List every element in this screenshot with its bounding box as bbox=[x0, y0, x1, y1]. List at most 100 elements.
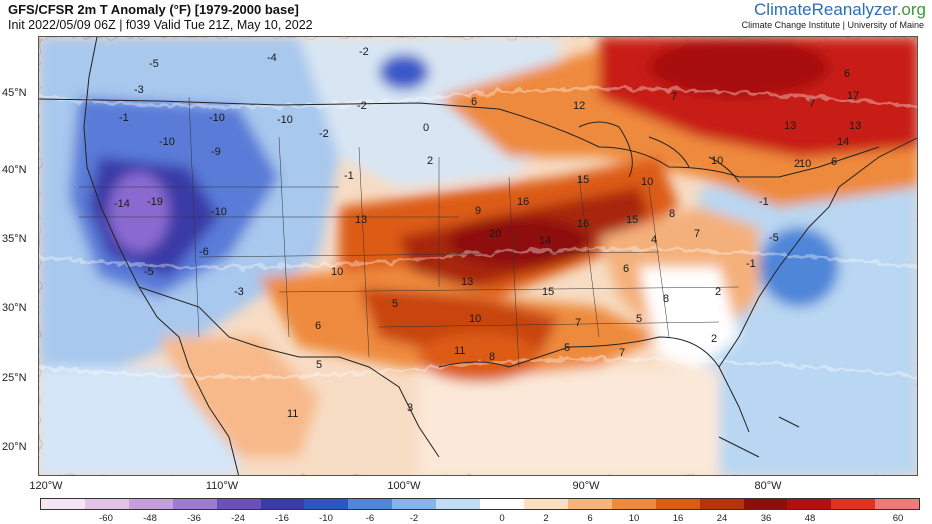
colorbar-tick-label: -24 bbox=[231, 513, 245, 524]
colorbar-tick-label: 16 bbox=[672, 513, 684, 524]
map-value-label: 15 bbox=[542, 286, 554, 298]
colorbar bbox=[40, 498, 920, 510]
map-value-label: -2 bbox=[319, 128, 329, 140]
map-value-label: -2 bbox=[359, 46, 369, 58]
colorbar-tick-label: -6 bbox=[365, 513, 375, 524]
colorbar-swatch bbox=[831, 499, 876, 509]
map-value-label: 3 bbox=[407, 402, 413, 414]
map-value-label: 16 bbox=[517, 196, 529, 208]
lon-label-90: 90°W bbox=[572, 480, 600, 492]
header: GFS/CFSR 2m T Anomaly (°F) [1979-2000 ba… bbox=[0, 0, 932, 36]
map-value-label: -5 bbox=[769, 232, 779, 244]
colorbar-swatch bbox=[743, 499, 788, 509]
map-value-label: 13 bbox=[461, 276, 473, 288]
map-value-label: 11 bbox=[287, 408, 298, 420]
map-value-label: -1 bbox=[119, 112, 129, 124]
lon-label-80: 80°W bbox=[754, 480, 782, 492]
colorbar-swatch bbox=[699, 499, 744, 509]
lat-label-40: 40°N bbox=[2, 164, 27, 176]
map-value-label: 6 bbox=[623, 263, 629, 275]
map-subtitle: Init 2022/05/09 06Z | f039 Valid Tue 21Z… bbox=[8, 18, 313, 32]
lat-label-20: 20°N bbox=[2, 441, 27, 453]
brand-affiliation: Climate Change Institute | University of… bbox=[741, 20, 924, 30]
colorbar-tick-label: 0 bbox=[499, 513, 505, 524]
lat-label-35: 35°N bbox=[2, 233, 27, 245]
lat-label-30: 30°N bbox=[2, 302, 27, 314]
lat-label-45: 45°N bbox=[2, 87, 27, 99]
great-lakes-border bbox=[498, 108, 880, 178]
map-value-label: 16 bbox=[577, 218, 589, 230]
map-value-label: -9 bbox=[211, 146, 221, 158]
map-value-label: -10 bbox=[277, 114, 293, 126]
map-value-label: 11 bbox=[454, 345, 465, 357]
brand-logo[interactable]: ClimateReanalyzer.org bbox=[754, 0, 926, 20]
map-title: GFS/CFSR 2m T Anomaly (°F) [1979-2000 ba… bbox=[8, 2, 299, 17]
lon-label-100: 100°W bbox=[387, 480, 421, 492]
map-value-label: 7 bbox=[694, 228, 700, 240]
colorbar-swatch bbox=[41, 499, 85, 509]
atlantic-coastline bbox=[718, 137, 917, 368]
map-value-label: 8 bbox=[669, 208, 675, 220]
lat-label-25: 25°N bbox=[2, 372, 27, 384]
colorbar-swatch bbox=[392, 499, 437, 509]
colorbar-tick-label: -48 bbox=[143, 513, 157, 524]
boundaries bbox=[39, 37, 917, 475]
map-value-label: 10 bbox=[641, 176, 653, 188]
map-value-label: -2 bbox=[357, 100, 367, 112]
map-value-label: 8 bbox=[489, 351, 495, 363]
map-canvas: -4 -2-5-3-1 -10 -10-9-10-14 -19-10-6-5-3-2-2… bbox=[39, 37, 917, 475]
map-value-labels: -4 -2-5-3-1 -10 -10-9-10-14 -19-10-6-5-3-2-2… bbox=[114, 46, 861, 420]
map-value-label: 5 bbox=[636, 313, 642, 325]
map-value-label: -4 bbox=[267, 52, 277, 64]
map-value-label: 6 bbox=[471, 96, 477, 108]
map-value-label: 4 bbox=[651, 234, 657, 246]
map-value-label: -3 bbox=[134, 84, 144, 96]
colorbar-swatch bbox=[436, 499, 481, 509]
map-value-label: 5 bbox=[564, 342, 570, 354]
brand-name: ClimateReanalyzer bbox=[754, 0, 897, 19]
map-value-label: -1 bbox=[746, 258, 756, 270]
map-value-label: -14 bbox=[114, 198, 130, 210]
colorbar-swatch bbox=[304, 499, 349, 509]
map-value-label: 14 bbox=[837, 136, 849, 148]
map-value-label: -6 bbox=[199, 246, 209, 258]
map-value-label: 14 bbox=[539, 235, 551, 247]
map-value-label: -3 bbox=[234, 286, 244, 298]
map-value-label: -10 bbox=[211, 206, 227, 218]
colorbar-tick-label: 36 bbox=[760, 513, 772, 524]
colorbar-swatch bbox=[611, 499, 656, 509]
colorbar-tick-label: -2 bbox=[409, 513, 419, 524]
colorbar-swatch bbox=[787, 499, 832, 509]
map-value-label: 2 bbox=[711, 333, 717, 345]
colorbar-swatch bbox=[172, 499, 217, 509]
gulf-coastline bbox=[438, 336, 750, 433]
colorbar-tick-label: 48 bbox=[804, 513, 816, 524]
map-value-label: 2 bbox=[794, 158, 800, 170]
lon-label-110: 110°W bbox=[205, 480, 239, 492]
map-value-label: -5 bbox=[144, 266, 154, 278]
map-value-label: 10 bbox=[799, 158, 811, 170]
lon-label-120: 120°W bbox=[29, 480, 63, 492]
map-value-label: -1 bbox=[759, 196, 769, 208]
colorbar-swatch bbox=[875, 499, 920, 509]
map-value-label: 10 bbox=[469, 313, 481, 325]
colorbar-tick-label: -10 bbox=[319, 513, 333, 524]
colorbar-tick-label: 24 bbox=[716, 513, 728, 524]
colorbar-tick-label: 60 bbox=[892, 513, 904, 524]
map-value-label: 13 bbox=[849, 120, 861, 132]
map-value-label: 6 bbox=[831, 156, 837, 168]
map-value-label: -10 bbox=[159, 136, 175, 148]
colorbar-swatch bbox=[260, 499, 305, 509]
map-value-label: 8 bbox=[663, 293, 669, 305]
colorbar-swatch bbox=[84, 499, 129, 509]
map-value-label: 10 bbox=[331, 266, 343, 278]
anomaly-map[interactable]: -4 -2 -5 -3 -1 -10 -10 -9 -10 -14 -19 -10 -6 -5 -3 -2 -2… bbox=[38, 36, 918, 476]
map-value-label: 13 bbox=[355, 214, 367, 226]
map-value-label: 7 bbox=[809, 98, 815, 110]
map-value-label: 20 bbox=[489, 228, 501, 240]
map-value-label: -19 bbox=[147, 196, 163, 208]
colorbar-swatch bbox=[128, 499, 173, 509]
colorbar-tick-label: 6 bbox=[587, 513, 593, 524]
colorbar-tick-label: -16 bbox=[275, 513, 289, 524]
map-value-label: 7 bbox=[575, 317, 581, 329]
